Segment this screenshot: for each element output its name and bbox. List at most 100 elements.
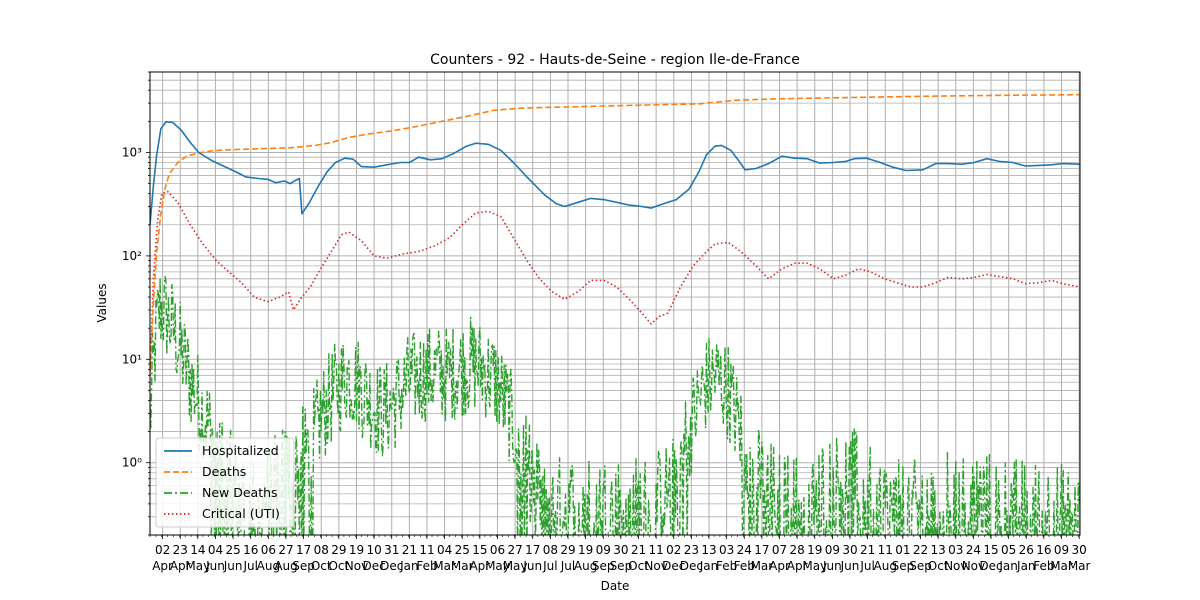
x-tick-day-label: 30 bbox=[842, 543, 857, 557]
x-axis: 02Apr23Apr14May04Jun25Jun16Jul06Aug27Aug… bbox=[149, 535, 1091, 573]
x-tick-day-label: 09 bbox=[1054, 543, 1069, 557]
x-tick-month-label: Aug bbox=[274, 559, 297, 573]
x-tick-month-label: Dec bbox=[362, 559, 385, 573]
x-tick-day-label: 04 bbox=[437, 543, 452, 557]
x-tick-month-label: May bbox=[503, 559, 528, 573]
x-tick-month-label: May bbox=[485, 559, 510, 573]
x-tick-month-label: Jun bbox=[840, 559, 860, 573]
x-tick-day-label: 22 bbox=[913, 543, 928, 557]
x-tick-month-label: Feb bbox=[1033, 559, 1054, 573]
x-tick-day-label: 13 bbox=[701, 543, 716, 557]
y-tick-label: 10⁰ bbox=[122, 456, 142, 470]
x-tick-month-label: Dec bbox=[662, 559, 685, 573]
x-tick-day-label: 15 bbox=[472, 543, 487, 557]
x-tick-month-label: Oct bbox=[328, 559, 349, 573]
x-tick-month-label: Apr bbox=[152, 559, 173, 573]
x-tick-day-label: 30 bbox=[613, 543, 628, 557]
x-axis-title: Date bbox=[601, 579, 630, 593]
x-tick-day-label: 03 bbox=[719, 543, 734, 557]
y-axis: 10⁰ 10¹ 10² 10³ bbox=[122, 71, 150, 536]
x-tick-day-label: 29 bbox=[560, 543, 575, 557]
x-tick-month-label: Oct bbox=[628, 559, 649, 573]
x-tick-month-label: Sep bbox=[909, 559, 932, 573]
x-tick-day-label: 26 bbox=[1019, 543, 1034, 557]
x-tick-day-label: 06 bbox=[261, 543, 276, 557]
x-tick-day-label: 11 bbox=[419, 543, 434, 557]
x-tick-day-label: 06 bbox=[490, 543, 505, 557]
series-line-hospitalized bbox=[150, 121, 1080, 225]
x-tick-day-label: 25 bbox=[225, 543, 240, 557]
x-tick-month-label: May bbox=[802, 559, 827, 573]
x-tick-day-label: 17 bbox=[525, 543, 540, 557]
x-tick-month-label: Apr bbox=[170, 559, 191, 573]
x-tick-day-label: 03 bbox=[948, 543, 963, 557]
x-tick-month-label: Oct bbox=[928, 559, 949, 573]
x-tick-month-label: Jan bbox=[399, 559, 419, 573]
x-tick-month-label: Mar bbox=[751, 559, 774, 573]
x-tick-month-label: Feb bbox=[416, 559, 437, 573]
x-tick-day-label: 23 bbox=[173, 543, 188, 557]
legend-label-critical: Critical (UTI) bbox=[202, 506, 280, 521]
x-tick-month-label: Jul bbox=[542, 559, 557, 573]
x-tick-month-label: Apr bbox=[469, 559, 490, 573]
x-tick-month-label: Dec bbox=[680, 559, 703, 573]
x-tick-month-label: Sep bbox=[892, 559, 915, 573]
x-tick-day-label: 25 bbox=[455, 543, 470, 557]
x-tick-day-label: 08 bbox=[543, 543, 558, 557]
x-tick-day-label: 02 bbox=[155, 543, 170, 557]
x-tick-day-label: 19 bbox=[349, 543, 364, 557]
x-tick-month-label: Sep bbox=[610, 559, 633, 573]
legend-entry-critical: Critical (UTI) bbox=[164, 506, 280, 521]
legend-box bbox=[155, 437, 295, 528]
x-tick-day-label: 08 bbox=[314, 543, 329, 557]
x-tick-month-label: Nov bbox=[345, 559, 368, 573]
series-line-new-deaths bbox=[150, 275, 1080, 535]
x-tick-day-label: 11 bbox=[878, 543, 893, 557]
x-tick-month-label: Dec bbox=[979, 559, 1002, 573]
legend-entry-new-deaths: New Deaths bbox=[164, 485, 278, 500]
legend-label-deaths: Deaths bbox=[202, 464, 246, 479]
x-tick-day-label: 09 bbox=[825, 543, 840, 557]
x-tick-day-label: 24 bbox=[966, 543, 981, 557]
legend-entry-hospitalized: Hospitalized bbox=[164, 443, 279, 458]
x-tick-day-label: 14 bbox=[190, 543, 205, 557]
y-tick-label: 10² bbox=[122, 249, 142, 263]
x-tick-day-label: 17 bbox=[296, 543, 311, 557]
x-tick-day-label: 30 bbox=[1072, 543, 1087, 557]
x-tick-day-label: 16 bbox=[243, 543, 258, 557]
x-tick-day-label: 19 bbox=[807, 543, 822, 557]
x-tick-day-label: 29 bbox=[331, 543, 346, 557]
x-tick-month-label: Feb bbox=[716, 559, 737, 573]
x-tick-month-label: Aug bbox=[257, 559, 280, 573]
x-tick-month-label: Oct bbox=[311, 559, 332, 573]
x-tick-day-label: 16 bbox=[1036, 543, 1051, 557]
x-tick-day-label: 11 bbox=[648, 543, 663, 557]
x-tick-day-label: 01 bbox=[895, 543, 910, 557]
x-tick-day-label: 27 bbox=[278, 543, 293, 557]
x-tick-day-label: 31 bbox=[384, 543, 399, 557]
x-tick-day-label: 21 bbox=[402, 543, 417, 557]
y-axis-title: Values bbox=[95, 283, 109, 322]
x-tick-day-label: 21 bbox=[860, 543, 875, 557]
x-tick-day-label: 17 bbox=[754, 543, 769, 557]
x-tick-day-label: 04 bbox=[208, 543, 223, 557]
x-tick-day-label: 02 bbox=[666, 543, 681, 557]
x-tick-month-label: Mar bbox=[433, 559, 456, 573]
series-layer bbox=[150, 93, 1080, 535]
x-tick-month-label: Jun bbox=[205, 559, 225, 573]
x-tick-day-label: 15 bbox=[983, 543, 998, 557]
x-tick-month-label: Jul bbox=[242, 559, 257, 573]
x-tick-month-label: Mar bbox=[451, 559, 474, 573]
x-tick-month-label: Nov bbox=[944, 559, 967, 573]
x-tick-month-label: Jul bbox=[560, 559, 575, 573]
x-tick-month-label: Jul bbox=[859, 559, 874, 573]
x-tick-month-label: Jan bbox=[699, 559, 719, 573]
legend-label-hospitalized: Hospitalized bbox=[202, 443, 279, 458]
x-tick-month-label: Aug bbox=[574, 559, 597, 573]
x-tick-day-label: 10 bbox=[366, 543, 381, 557]
x-tick-month-label: May bbox=[185, 559, 210, 573]
x-tick-month-label: Mar bbox=[1068, 559, 1091, 573]
legend-label-new-deaths: New Deaths bbox=[202, 485, 278, 500]
x-tick-month-label: Jun bbox=[822, 559, 842, 573]
